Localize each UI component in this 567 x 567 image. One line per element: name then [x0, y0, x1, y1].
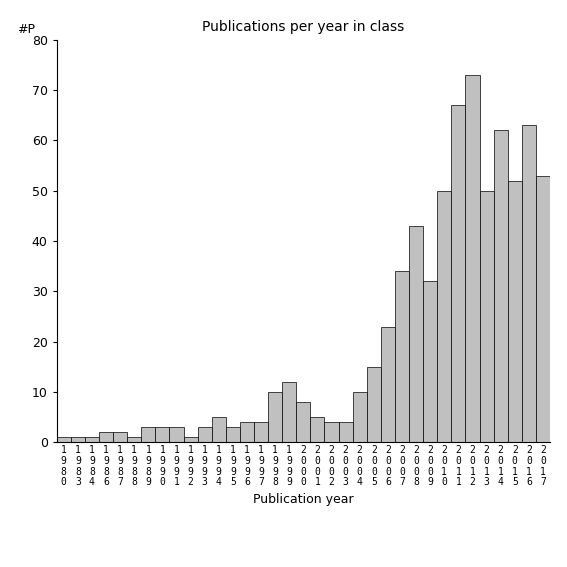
Bar — [494, 130, 507, 442]
Bar — [85, 437, 99, 442]
Bar — [451, 105, 466, 442]
Bar — [466, 75, 480, 442]
Bar — [324, 422, 338, 442]
Bar — [480, 191, 494, 442]
Bar — [338, 422, 353, 442]
Bar — [297, 402, 310, 442]
Bar — [226, 427, 240, 442]
Bar — [71, 437, 85, 442]
Bar — [310, 417, 324, 442]
Bar — [254, 422, 268, 442]
Bar — [127, 437, 141, 442]
X-axis label: Publication year: Publication year — [253, 493, 354, 506]
Bar — [155, 427, 170, 442]
Bar — [113, 432, 127, 442]
Bar — [282, 382, 297, 442]
Bar — [367, 367, 381, 442]
Bar — [99, 432, 113, 442]
Bar — [198, 427, 211, 442]
Bar — [170, 427, 184, 442]
Bar — [141, 427, 155, 442]
Bar — [268, 392, 282, 442]
Bar — [522, 125, 536, 442]
Bar — [507, 180, 522, 442]
Bar — [409, 226, 423, 442]
Bar — [437, 191, 451, 442]
Title: Publications per year in class: Publications per year in class — [202, 20, 404, 35]
Bar — [240, 422, 254, 442]
Bar — [423, 281, 437, 442]
Bar — [381, 327, 395, 442]
Bar — [57, 437, 71, 442]
Bar — [184, 437, 198, 442]
Bar — [353, 392, 367, 442]
Text: #P: #P — [17, 23, 35, 36]
Bar — [395, 271, 409, 442]
Bar — [211, 417, 226, 442]
Bar — [536, 176, 550, 442]
